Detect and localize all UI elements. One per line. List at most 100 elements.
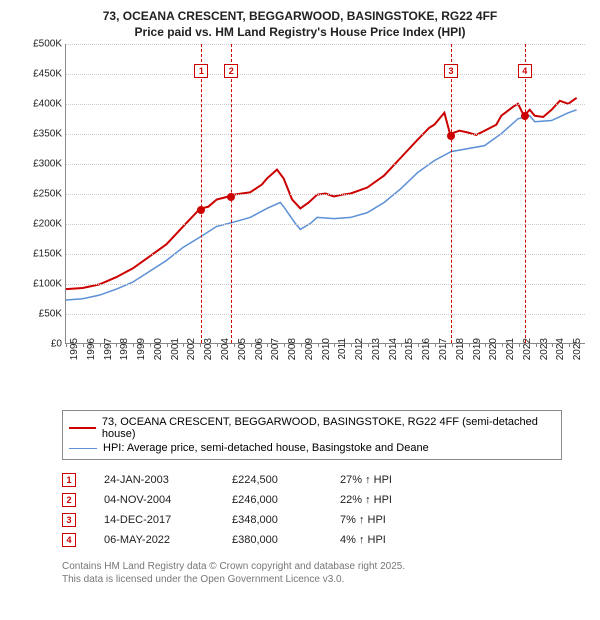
x-axis-tick bbox=[150, 343, 151, 347]
x-axis-label: 2025 bbox=[572, 338, 583, 360]
attribution-line-1: Contains HM Land Registry data © Crown c… bbox=[62, 560, 588, 573]
gridline-horizontal bbox=[66, 194, 585, 195]
y-axis-label: £250K bbox=[26, 189, 62, 200]
legend-label: 73, OCEANA CRESCENT, BEGGARWOOD, BASINGS… bbox=[102, 416, 555, 440]
x-axis-tick bbox=[469, 343, 470, 347]
attribution-line-2: This data is licensed under the Open Gov… bbox=[62, 573, 588, 586]
legend: 73, OCEANA CRESCENT, BEGGARWOOD, BASINGS… bbox=[62, 410, 562, 460]
sale-index-box: 3 bbox=[62, 513, 76, 527]
y-axis-label: £400K bbox=[26, 99, 62, 110]
legend-label: HPI: Average price, semi-detached house,… bbox=[103, 442, 429, 454]
sale-dot-icon bbox=[447, 132, 455, 140]
x-axis-tick bbox=[116, 343, 117, 347]
sale-date: 14-DEC-2017 bbox=[104, 514, 204, 526]
y-axis-label: £200K bbox=[26, 219, 62, 230]
plot-region: £0£50K£100K£150K£200K£250K£300K£350K£400… bbox=[65, 44, 585, 344]
sale-dot-icon bbox=[521, 112, 529, 120]
gridline-horizontal bbox=[66, 284, 585, 285]
x-axis-label: 2013 bbox=[371, 338, 382, 360]
x-axis-label: 2020 bbox=[488, 338, 499, 360]
sale-dot-icon bbox=[227, 193, 235, 201]
sale-date: 24-JAN-2003 bbox=[104, 474, 204, 486]
x-axis-tick bbox=[452, 343, 453, 347]
gridline-horizontal bbox=[66, 104, 585, 105]
chart-area: £0£50K£100K£150K£200K£250K£300K£350K£400… bbox=[27, 44, 587, 374]
sale-vline bbox=[201, 44, 202, 343]
x-axis-label: 2004 bbox=[220, 338, 231, 360]
x-axis-label: 1998 bbox=[119, 338, 130, 360]
gridline-horizontal bbox=[66, 164, 585, 165]
y-axis-label: £50K bbox=[26, 309, 62, 320]
x-axis-label: 2007 bbox=[270, 338, 281, 360]
x-axis-label: 2006 bbox=[254, 338, 265, 360]
x-axis-tick bbox=[251, 343, 252, 347]
x-axis-tick bbox=[83, 343, 84, 347]
x-axis-label: 2015 bbox=[404, 338, 415, 360]
x-axis-label: 2010 bbox=[321, 338, 332, 360]
x-axis-label: 2012 bbox=[354, 338, 365, 360]
sale-marker-box: 1 bbox=[194, 64, 208, 78]
title-line-2: Price paid vs. HM Land Registry's House … bbox=[12, 24, 588, 40]
sale-price: £380,000 bbox=[232, 534, 312, 546]
sale-price: £224,500 bbox=[232, 474, 312, 486]
y-axis-label: £450K bbox=[26, 69, 62, 80]
x-axis-tick bbox=[284, 343, 285, 347]
x-axis-label: 2014 bbox=[388, 338, 399, 360]
sale-price: £246,000 bbox=[232, 494, 312, 506]
sale-date: 04-NOV-2004 bbox=[104, 494, 204, 506]
x-axis-tick bbox=[368, 343, 369, 347]
x-axis-tick bbox=[351, 343, 352, 347]
sale-marker-box: 3 bbox=[444, 64, 458, 78]
x-axis-label: 2005 bbox=[237, 338, 248, 360]
x-axis-tick bbox=[502, 343, 503, 347]
x-axis-label: 2018 bbox=[455, 338, 466, 360]
table-row: 124-JAN-2003£224,50027% ↑ HPI bbox=[62, 470, 588, 490]
sales-table: 124-JAN-2003£224,50027% ↑ HPI204-NOV-200… bbox=[62, 470, 588, 550]
title-line-1: 73, OCEANA CRESCENT, BEGGARWOOD, BASINGS… bbox=[12, 8, 588, 24]
x-axis-tick bbox=[334, 343, 335, 347]
x-axis-tick bbox=[167, 343, 168, 347]
table-row: 4 06-MAY-2022 £380,000 4% ↑ HPI bbox=[62, 530, 588, 550]
x-axis-label: 2022 bbox=[522, 338, 533, 360]
series-hpi bbox=[66, 110, 577, 300]
x-axis-label: 2003 bbox=[203, 338, 214, 360]
x-axis-label: 1996 bbox=[86, 338, 97, 360]
legend-swatch-icon bbox=[69, 448, 97, 449]
x-axis-tick bbox=[217, 343, 218, 347]
table-row: 3 14-DEC-2017 £348,000 7% ↑ HPI bbox=[62, 510, 588, 530]
chart-title: 73, OCEANA CRESCENT, BEGGARWOOD, BASINGS… bbox=[12, 8, 588, 40]
x-axis-tick bbox=[385, 343, 386, 347]
legend-item: HPI: Average price, semi-detached house,… bbox=[69, 441, 555, 455]
sale-pct: 4% ↑ HPI bbox=[340, 534, 420, 546]
x-axis-label: 2024 bbox=[555, 338, 566, 360]
sale-price: £348,000 bbox=[232, 514, 312, 526]
x-axis-tick bbox=[552, 343, 553, 347]
y-axis-label: £500K bbox=[26, 39, 62, 50]
x-axis-label: 2000 bbox=[153, 338, 164, 360]
x-axis-label: 2017 bbox=[438, 338, 449, 360]
x-axis-label: 2023 bbox=[539, 338, 550, 360]
x-axis-label: 2001 bbox=[170, 338, 181, 360]
sale-vline bbox=[451, 44, 452, 343]
gridline-horizontal bbox=[66, 134, 585, 135]
sale-vline bbox=[525, 44, 526, 343]
x-axis-tick bbox=[536, 343, 537, 347]
sale-index-box: 1 bbox=[62, 473, 76, 487]
sale-marker-box: 2 bbox=[224, 64, 238, 78]
x-axis-tick bbox=[401, 343, 402, 347]
sale-index-box: 4 bbox=[62, 533, 76, 547]
x-axis-label: 2002 bbox=[186, 338, 197, 360]
sale-pct: 7% ↑ HPI bbox=[340, 514, 420, 526]
sale-date: 06-MAY-2022 bbox=[104, 534, 204, 546]
gridline-horizontal bbox=[66, 74, 585, 75]
attribution: Contains HM Land Registry data © Crown c… bbox=[62, 560, 588, 586]
sale-index-box: 2 bbox=[62, 493, 76, 507]
gridline-horizontal bbox=[66, 314, 585, 315]
y-axis-label: £100K bbox=[26, 279, 62, 290]
x-axis-tick bbox=[301, 343, 302, 347]
x-axis-tick bbox=[234, 343, 235, 347]
x-axis-tick bbox=[318, 343, 319, 347]
x-axis-label: 1997 bbox=[103, 338, 114, 360]
x-axis-label: 1995 bbox=[69, 338, 80, 360]
y-axis-label: £300K bbox=[26, 159, 62, 170]
